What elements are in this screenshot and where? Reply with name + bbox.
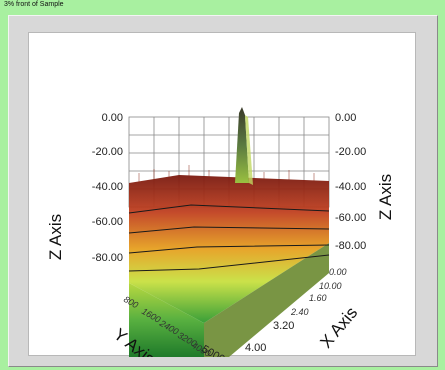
window-edge (438, 14, 445, 370)
surface-plot: 0.00 -20.00 -40.00 -60.00 -80.00 Z Axis … (46, 107, 395, 357)
z-tick-label: -80.00 (92, 252, 123, 264)
z-tick-label: -60.00 (92, 216, 123, 228)
z-axis-left: 0.00 -20.00 -40.00 -60.00 -80.00 Z Axis (46, 112, 123, 264)
window-title: 3% front of Sample (4, 1, 64, 8)
x-tick-label: 0.00 (329, 267, 347, 277)
x-tick-label: 4.00 (245, 342, 266, 354)
z-tick-label: -40.00 (335, 181, 366, 193)
z-tick-label: -60.00 (335, 212, 366, 224)
x-tick-label: 1.60 (309, 293, 327, 303)
z-axis-right: 0.00 -20.00 -40.00 -60.00 -80.00 Z Axis (335, 112, 395, 252)
z-axis-title-right: Z Axis (376, 174, 395, 220)
x-axis-title: X Axis (316, 303, 361, 351)
z-tick-label: 0.00 (335, 112, 356, 124)
x-tick-label: 3.20 (273, 320, 294, 332)
z-tick-label: -80.00 (335, 240, 366, 252)
title-bar: 3% front of Sample (0, 0, 445, 14)
z-tick-label: 0.00 (102, 112, 123, 124)
z-tick-label: -20.00 (335, 146, 366, 158)
z-tick-label: -20.00 (92, 146, 123, 158)
surface-plot-area[interactable]: 0.00 -20.00 -40.00 -60.00 -80.00 Z Axis … (28, 32, 416, 357)
x-tick-label: 10.00 (319, 281, 342, 291)
x-tick-label: 2.40 (290, 307, 309, 317)
z-tick-label: -40.00 (92, 181, 123, 193)
surface-mesh (128, 107, 330, 357)
z-axis-title-left: Z Axis (46, 214, 65, 260)
